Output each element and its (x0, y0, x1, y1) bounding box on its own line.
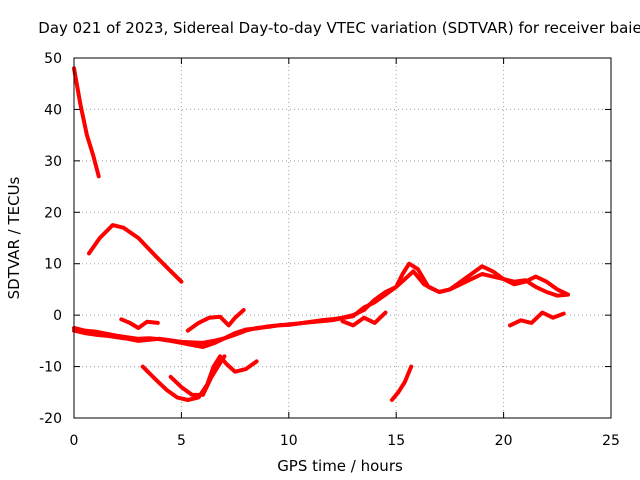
x-tick-label: 0 (70, 433, 79, 449)
y-tick-label: -10 (39, 360, 62, 376)
x-axis-title: GPS time / hours (277, 457, 403, 475)
y-axis-title: SDTVAR / TECUs (5, 176, 23, 299)
x-tick-label: 5 (177, 433, 186, 449)
y-tick-label: 0 (53, 308, 62, 324)
y-tick-label: 20 (44, 205, 62, 221)
x-tick-label: 10 (280, 433, 298, 449)
plot-frame (73, 57, 612, 419)
series-track-2 (87, 223, 184, 284)
x-tick-label: 15 (387, 433, 405, 449)
y-tick-labels: -20 -10 0 10 20 30 40 50 (39, 51, 62, 427)
axis-ticks (73, 57, 612, 419)
y-tick-label: 30 (44, 154, 62, 170)
grid-lines (74, 58, 611, 418)
series-track-1 (72, 66, 101, 179)
series-track-4 (72, 261, 570, 349)
series-track-5 (185, 308, 246, 333)
y-tick-label: -20 (39, 411, 62, 427)
y-tick-label: 40 (44, 102, 62, 118)
y-tick-label: 10 (44, 257, 62, 273)
y-tick-label: 50 (44, 51, 62, 67)
x-tick-labels: 0 5 10 15 20 25 (70, 433, 620, 449)
series-track-6 (119, 317, 160, 330)
series-track-8 (168, 354, 227, 397)
x-tick-label: 25 (602, 433, 620, 449)
data-series (72, 66, 570, 402)
x-tick-label: 20 (495, 433, 513, 449)
series-track-10 (508, 310, 566, 328)
series-track-11 (340, 310, 388, 328)
chart-title: Day 021 of 2023, Sidereal Day-to-day VTE… (38, 19, 640, 37)
series-track-9 (389, 364, 414, 402)
